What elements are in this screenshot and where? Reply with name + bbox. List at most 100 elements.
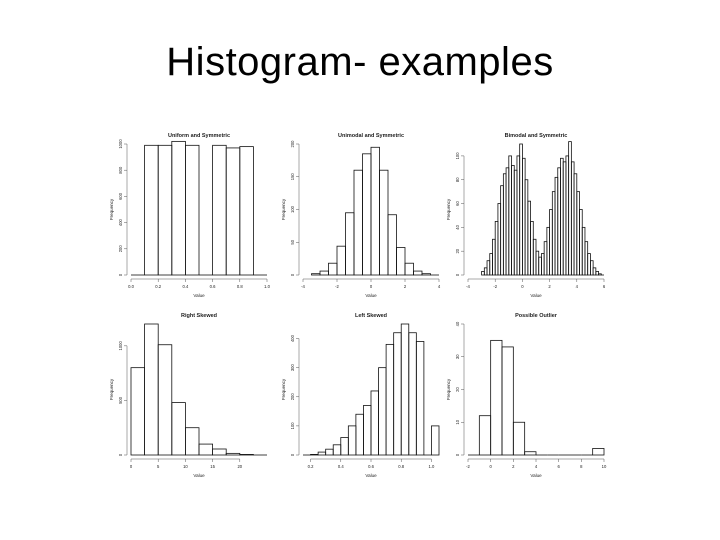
chart-4-title: Left Skewed — [355, 313, 387, 319]
chart-2-bar-29 — [560, 157, 564, 276]
chart-2-bar-16 — [524, 179, 529, 276]
chart-2-bar-33 — [570, 161, 575, 276]
histogram-grid: Uniform and Symmetric Value Frequency 0.0 0.… — [105, 128, 610, 483]
chart-0-x-label: Value — [193, 293, 205, 298]
chart-2-bar-17 — [527, 200, 531, 276]
chart-3-y-tick-label-2: 1000 — [118, 341, 123, 351]
chart-0-x-tick-label-4: 0.8 — [237, 284, 243, 289]
chart-3-x-label: Value — [193, 473, 205, 478]
chart-2-bar-13 — [516, 155, 521, 276]
chart-4-bar-4 — [332, 444, 342, 456]
chart-2-y-tick-label-3: 60 — [455, 201, 460, 206]
histogram-bimodal-symmetric: Bimodal and Symmetric Value Frequency -4 -2 0… — [446, 133, 606, 298]
chart-3-bar-3 — [171, 402, 186, 456]
chart-4-y-tick-label-0: 0 — [290, 453, 295, 456]
chart-4-bar-14 — [408, 332, 417, 456]
chart-3-y-label: Frequency — [109, 378, 114, 400]
chart-4-bar-8 — [363, 405, 372, 456]
chart-4-y-tick-label-3: 300 — [290, 364, 295, 372]
chart-2-bar-11 — [511, 165, 515, 276]
chart-5-bar-2 — [490, 339, 503, 456]
chart-2-x-tick-label-5: 6 — [603, 284, 606, 289]
chart-2-bar-30 — [562, 161, 567, 276]
chart-2-bar-0 — [481, 271, 485, 276]
histogram-possible-outlier: Possible Outlier Value Frequency -2 0 2 4 6 8 10 0… — [446, 313, 607, 478]
chart-1-y-tick-label-3: 150 — [290, 173, 295, 181]
chart-2-bar-38 — [584, 241, 589, 276]
chart-3-bar-8 — [239, 454, 254, 456]
chart-2-x-tick-label-3: 2 — [548, 284, 551, 289]
chart-4-y-label: Frequency — [281, 378, 286, 400]
chart-5-y-tick-label-2: 20 — [455, 387, 460, 392]
chart-2-x-tick-label-2: 0 — [521, 284, 524, 289]
chart-2-bar-14 — [519, 143, 523, 276]
chart-2-bar-39 — [587, 253, 591, 276]
chart-2-bar-23 — [543, 241, 548, 276]
chart-3-title: Right Skewed — [181, 313, 217, 319]
chart-5-bar-5 — [524, 451, 537, 456]
chart-4-bar-9 — [370, 390, 379, 456]
chart-4-bar-15 — [415, 341, 425, 456]
chart-2-bar-4 — [492, 238, 496, 276]
chart-1-bar-7 — [370, 146, 380, 276]
chart-3-y-tick-label-0: 0 — [118, 453, 123, 456]
chart-2-bar-1 — [483, 267, 488, 276]
chart-1-bar-0 — [311, 273, 321, 276]
histogram-right-skewed: Right Skewed Value Frequency 0 5 10 15 20 0 500 10… — [109, 313, 267, 478]
chart-0-x-tick-label-0: 0.0 — [128, 284, 134, 289]
chart-2-bar-40 — [589, 260, 594, 276]
chart-4-x-tick-label-1: 0.4 — [338, 464, 344, 469]
chart-0-y-tick-label-0: 0 — [118, 273, 123, 276]
chart-4-bar-10 — [378, 367, 387, 456]
chart-0-bar-6 — [212, 144, 227, 276]
chart-0-bar-8 — [239, 146, 254, 276]
chart-1-bar-12 — [413, 270, 423, 276]
chart-2-bar-31 — [565, 155, 570, 276]
chart-2-bar-20 — [535, 250, 540, 276]
chart-2-y-tick-label-2: 40 — [455, 224, 460, 229]
chart-1-bar-10 — [396, 247, 406, 276]
chart-3-x-tick-label-1: 5 — [157, 464, 160, 469]
chart-2-bar-3 — [489, 253, 493, 276]
chart-2-y-tick-label-1: 20 — [455, 248, 460, 253]
chart-2-bar-41 — [592, 267, 597, 276]
chart-1-bar-11 — [404, 262, 414, 276]
chart-4-x-tick-label-3: 0.8 — [398, 464, 404, 469]
chart-4-bar-1 — [310, 454, 319, 456]
chart-4-x-label: Value — [365, 473, 377, 478]
chart-1-y-label: Frequency — [281, 198, 286, 220]
chart-1-bar-13 — [421, 273, 431, 276]
chart-3-bar-6 — [212, 448, 227, 456]
chart-5-y-label: Frequency — [446, 378, 451, 400]
chart-3-y-tick-label-1: 500 — [118, 396, 123, 404]
chart-5-x-tick-label-1: 0 — [489, 464, 492, 469]
chart-5-bar-1 — [478, 415, 492, 456]
chart-5-bar-3 — [501, 346, 514, 456]
chart-5-x-tick-label-0: -2 — [466, 464, 470, 469]
chart-4-bar-6 — [347, 425, 357, 456]
histogram-left-skewed: Left Skewed Value Frequency 0.2 0.4 0.6 0.8 1.0… — [281, 313, 440, 478]
chart-1-x-tick-label-0: -4 — [301, 284, 305, 289]
chart-2-bar-8 — [502, 173, 507, 276]
chart-0-x-tick-label-1: 0.2 — [155, 284, 161, 289]
chart-1-y-tick-label-1: 50 — [290, 239, 295, 244]
chart-1-bar-1 — [319, 270, 329, 276]
chart-0-x-tick-label-3: 0.6 — [210, 284, 216, 289]
chart-2-bar-25 — [549, 209, 553, 276]
chart-3-bar-0 — [130, 367, 146, 456]
chart-1-bar-5 — [353, 169, 363, 276]
chart-1-y-tick-label-4: 200 — [290, 140, 295, 148]
chart-1-x-label: Value — [365, 293, 377, 298]
chart-1-bar-3 — [336, 245, 346, 276]
chart-2-bar-42 — [595, 271, 599, 276]
chart-2-bar-43 — [598, 273, 602, 276]
chart-5-bar-11 — [592, 448, 605, 456]
chart-1-x-tick-label-1: -2 — [335, 284, 339, 289]
chart-2-y-label: Frequency — [446, 198, 451, 220]
chart-2-bar-21 — [538, 256, 542, 276]
chart-2-bar-28 — [557, 167, 561, 276]
chart-2-bar-22 — [541, 253, 545, 276]
chart-3-bar-4 — [185, 427, 200, 456]
chart-5-x-label: Value — [530, 473, 542, 478]
chart-5-y-tick-label-0: 0 — [455, 453, 460, 456]
